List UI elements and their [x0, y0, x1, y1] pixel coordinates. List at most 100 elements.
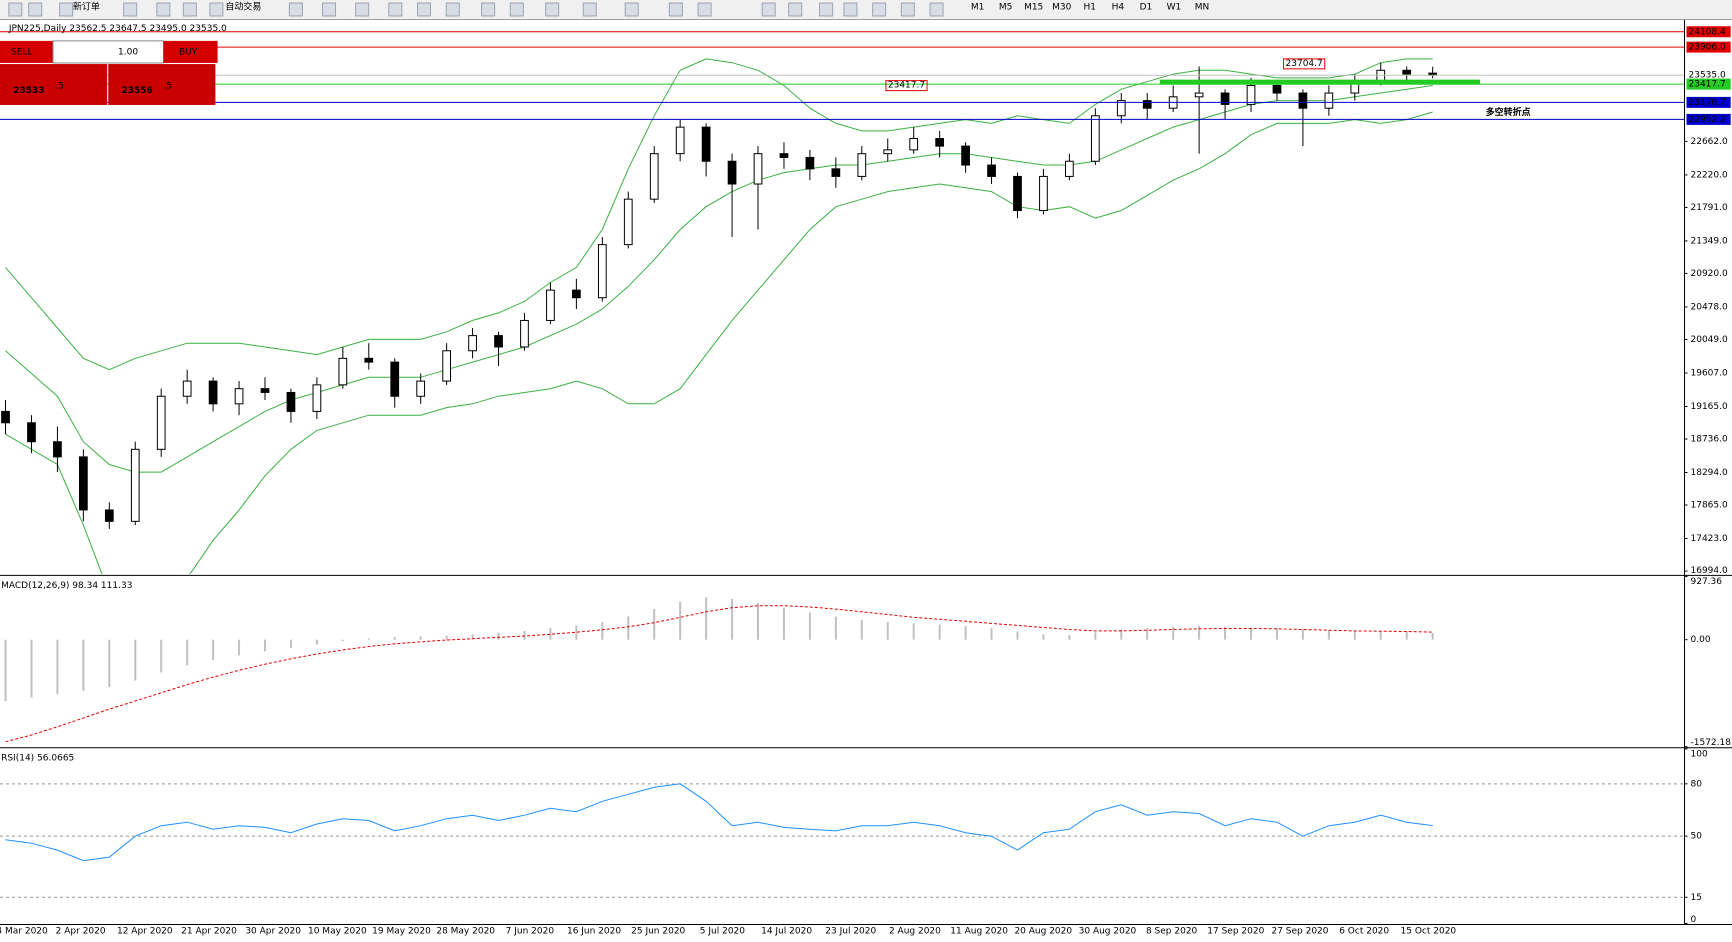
- timeframe-button[interactable]: M5: [999, 3, 1013, 13]
- toolbar-button[interactable]: [8, 2, 23, 17]
- candle-body: [546, 289, 555, 321]
- candle-body: [805, 156, 815, 170]
- price-plot: [1, 58, 1438, 574]
- toolbar-button[interactable]: [929, 2, 944, 17]
- x-tick-label: 14 Jul 2020: [761, 927, 812, 937]
- panel-title: RSI(14) 56.0665: [1, 753, 74, 763]
- toolbar-button[interactable]: [582, 2, 597, 17]
- buy-button[interactable]: [163, 40, 218, 63]
- y-tick-label: 19607.0: [1691, 368, 1728, 378]
- sell-label[interactable]: SELL: [11, 47, 32, 57]
- timeframe-button[interactable]: D1: [1140, 3, 1153, 13]
- bid-pips[interactable]: .5: [55, 82, 64, 92]
- candle-body: [623, 198, 633, 246]
- y-tick-label: 21791.0: [1691, 203, 1728, 213]
- toolbar-button[interactable]: [445, 2, 460, 17]
- timeframe-button[interactable]: H4: [1112, 3, 1125, 13]
- auto-trading-button[interactable]: 自动交易: [225, 1, 261, 13]
- y-tick-label: 20920.0: [1691, 269, 1728, 279]
- level-label-bg: [1686, 96, 1731, 108]
- candle-body: [572, 289, 581, 299]
- candle-body: [779, 153, 789, 158]
- bid-price[interactable]: 23533: [13, 86, 44, 96]
- toolbar-button[interactable]: [481, 2, 496, 17]
- buy-label[interactable]: BUY: [179, 47, 198, 57]
- level-label-bg: [1686, 78, 1731, 90]
- candle-body: [857, 153, 867, 177]
- candle-body: [1065, 160, 1074, 177]
- toolbar-button[interactable]: [624, 2, 639, 17]
- level-label-bg: [1686, 26, 1731, 38]
- toolbar-button[interactable]: [288, 2, 303, 17]
- bid-box[interactable]: [0, 64, 108, 105]
- timeframe-button[interactable]: M1: [971, 3, 985, 13]
- candle-body: [1272, 84, 1282, 94]
- y-tick-label: 20478.0: [1691, 302, 1728, 312]
- timeframe-button[interactable]: M30: [1052, 3, 1071, 13]
- level-label-bg: [1686, 69, 1731, 81]
- y-tick-label: 20049.0: [1691, 335, 1728, 345]
- toolbar-button[interactable]: [819, 2, 834, 17]
- candle-body: [1116, 100, 1126, 117]
- y-tick-label: 18294.0: [1691, 468, 1728, 478]
- timeframe-button[interactable]: MN: [1195, 3, 1210, 13]
- timeframe-button[interactable]: W1: [1167, 3, 1182, 13]
- candle-body: [79, 456, 88, 511]
- ask-price[interactable]: 23556: [122, 86, 153, 96]
- candle-body: [1, 410, 10, 424]
- toolbar-button[interactable]: [697, 2, 712, 17]
- bollinger-middle: [5, 85, 1433, 473]
- x-tick-label: 19 May 2020: [372, 927, 431, 937]
- toolbar-button[interactable]: [843, 2, 858, 17]
- toolbar-button[interactable]: [788, 2, 803, 17]
- toolbar-button[interactable]: [59, 2, 74, 17]
- candle-body: [130, 448, 140, 522]
- panel-title: MACD(12,26,9) 98.34 111.33: [1, 581, 132, 591]
- panel-title: JPN225,Daily 23562.5 23647.5 23495.0 235…: [8, 24, 227, 34]
- annotation-box: [885, 80, 928, 92]
- y-tick-label: 927.36: [1691, 577, 1723, 587]
- toolbar-button[interactable]: [761, 2, 776, 17]
- toolbar-button[interactable]: [355, 2, 370, 17]
- toolbar-button[interactable]: [509, 2, 524, 17]
- toolbar-button[interactable]: [209, 2, 224, 17]
- annotation-box: [1283, 58, 1326, 70]
- x-tick-label: 2 Aug 2020: [889, 927, 941, 937]
- toolbar-button[interactable]: [322, 2, 337, 17]
- toolbar-button[interactable]: [123, 2, 138, 17]
- toolbar-button[interactable]: [900, 2, 915, 17]
- candle-body: [156, 395, 166, 450]
- toolbar-button[interactable]: [388, 2, 403, 17]
- candle-body: [1013, 175, 1022, 212]
- toolbar-button[interactable]: [156, 2, 171, 17]
- timeframe-button[interactable]: H1: [1084, 3, 1097, 13]
- lots-input[interactable]: [52, 40, 164, 64]
- x-tick-label: 8 Sep 2020: [1146, 927, 1198, 937]
- candle-body: [338, 357, 348, 386]
- candle-body: [675, 126, 685, 155]
- toolbar-button[interactable]: [872, 2, 887, 17]
- toolbar-button[interactable]: [28, 2, 43, 17]
- lots-value[interactable]: 1.00: [118, 47, 138, 57]
- note: 多空转折点: [1486, 106, 1531, 118]
- timeframe-button[interactable]: M15: [1024, 3, 1043, 13]
- ask-pips[interactable]: .5: [163, 82, 172, 92]
- y-tick-label: 17865.0: [1691, 501, 1728, 511]
- new-order-button[interactable]: 新订单: [73, 1, 100, 13]
- ask-box[interactable]: [108, 64, 216, 105]
- x-tick-label: 30 Apr 2020: [245, 927, 301, 937]
- toolbar-button[interactable]: [668, 2, 683, 17]
- toolbar-button[interactable]: [417, 2, 432, 17]
- candle-body: [909, 138, 919, 151]
- candle-body: [935, 138, 945, 147]
- candle-body: [701, 126, 711, 162]
- candle-body: [260, 388, 270, 393]
- toolbar-button[interactable]: [545, 2, 560, 17]
- x-tick-label: 12 Apr 2020: [117, 927, 173, 937]
- x-tick-label: 25 Jun 2020: [631, 927, 685, 937]
- price-annotation: 23417.7: [888, 81, 925, 91]
- toolbar-button[interactable]: [182, 2, 197, 17]
- sell-button[interactable]: [0, 40, 54, 63]
- candle-body: [27, 422, 36, 443]
